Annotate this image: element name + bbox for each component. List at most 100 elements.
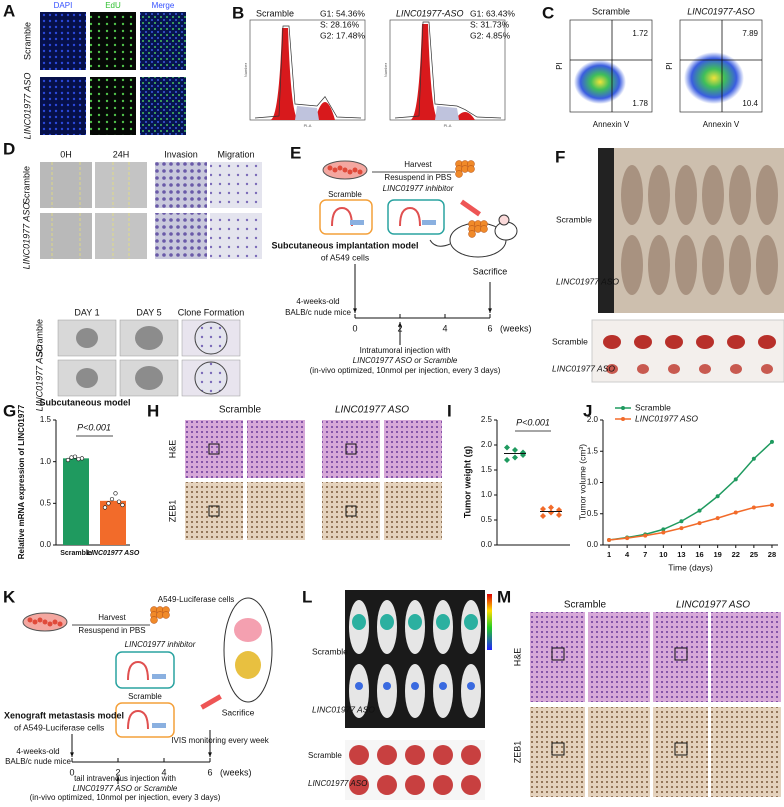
axis-label: PI [665, 62, 674, 70]
label: Intratumoral injection with [360, 346, 451, 355]
cell [27, 617, 33, 623]
panel-label: C [542, 3, 554, 22]
mouse-anatomy [223, 597, 273, 703]
bioluminescence [355, 682, 363, 690]
label: LINC01977 ASO [556, 276, 619, 286]
axis-label: PI [555, 62, 564, 70]
plot-title: LINC01977-ASO [687, 6, 755, 16]
data-point [697, 521, 702, 526]
data-point [113, 491, 118, 496]
label: Resuspend in PBS [78, 626, 145, 635]
tumor-cell [162, 611, 170, 619]
strand [422, 220, 436, 225]
tumor-cell [468, 230, 476, 238]
arrow-head [116, 776, 120, 781]
y-tick-label: 1.5 [40, 415, 52, 424]
mouse-photo [648, 235, 670, 295]
arrow-head [488, 308, 492, 313]
cell [52, 619, 58, 625]
strand [152, 723, 166, 728]
label: Harvest [98, 613, 126, 622]
image [247, 482, 305, 540]
x-tick-label: 13 [677, 550, 685, 559]
row-label: LINC01977 ASO [34, 345, 44, 412]
data-point [661, 530, 666, 535]
cell [352, 167, 358, 173]
timeline-label: 4 [442, 323, 447, 333]
cell [332, 167, 338, 173]
tumor [665, 335, 683, 349]
syringe [200, 694, 222, 710]
timeline-label: 6 [487, 323, 492, 333]
chart-title: Subcutaneous model [39, 397, 130, 407]
lung [405, 745, 425, 765]
stat-label: G1: 54.36% [320, 8, 365, 18]
label: Subcutaneous implantation model [271, 240, 418, 250]
cell [337, 165, 343, 171]
x-tick-label: 25 [750, 550, 758, 559]
hairpin [127, 709, 149, 730]
image [210, 162, 262, 208]
legend-marker [621, 417, 625, 421]
column-label: DAPI [54, 1, 73, 10]
y-tick-label: 0.5 [481, 515, 493, 524]
histogram-fill [295, 106, 319, 120]
row-label: Scramble [34, 319, 44, 357]
zoom-box [345, 443, 357, 455]
label: Scramble [556, 214, 592, 224]
label: (in-vivo optimized, 10nmol per injection… [30, 793, 221, 802]
lung [377, 775, 397, 795]
panel-label: D [3, 139, 15, 158]
tumor [761, 364, 773, 374]
image [155, 213, 207, 259]
column-label: DAY 5 [136, 307, 161, 317]
construct-box [115, 651, 175, 689]
column-label: Clone Formation [178, 307, 245, 317]
mouse-photo [405, 664, 425, 718]
ruler [598, 148, 614, 313]
x-tick-label: 28 [768, 550, 776, 559]
zoom-box [551, 742, 565, 756]
cell [347, 169, 353, 175]
image [588, 707, 650, 797]
data-point [556, 507, 562, 513]
spheroid [76, 368, 98, 388]
zoom-box [674, 742, 688, 756]
image [210, 213, 262, 259]
label: Xenograft metastasis model [4, 710, 124, 720]
mouse-photo [648, 165, 670, 225]
column-label: Merge [152, 1, 175, 10]
mouse-photo [675, 165, 697, 225]
data-point [540, 506, 546, 512]
data-point [643, 533, 648, 538]
image [711, 707, 781, 797]
data-point [697, 508, 702, 513]
data-point [607, 538, 612, 542]
hairpin [127, 660, 149, 681]
label: Scramble [328, 190, 362, 199]
data-point [556, 512, 562, 518]
plot-title: LINC01977-ASO [396, 8, 464, 18]
image [185, 420, 243, 478]
label: Scramble [308, 751, 342, 760]
photo [591, 319, 784, 383]
histogram-fill [455, 112, 475, 120]
x-tick-label: 19 [713, 550, 721, 559]
row-label: LINC01977 ASO [22, 73, 32, 140]
organ [234, 618, 262, 642]
histogram-outline [254, 25, 362, 119]
y-tick-label: 1.0 [40, 457, 52, 466]
data-point [769, 439, 774, 444]
cell [47, 621, 53, 627]
timeline-label: 6 [207, 767, 212, 777]
cell [342, 167, 348, 173]
axis-label: Time (days) [668, 562, 713, 572]
image [322, 482, 380, 540]
mouse-ear [498, 214, 510, 226]
tumor [727, 335, 745, 349]
series-line [608, 441, 773, 541]
label: LINC01977 inhibitor [125, 640, 196, 649]
data-point [679, 519, 684, 524]
flow-density [684, 52, 744, 104]
